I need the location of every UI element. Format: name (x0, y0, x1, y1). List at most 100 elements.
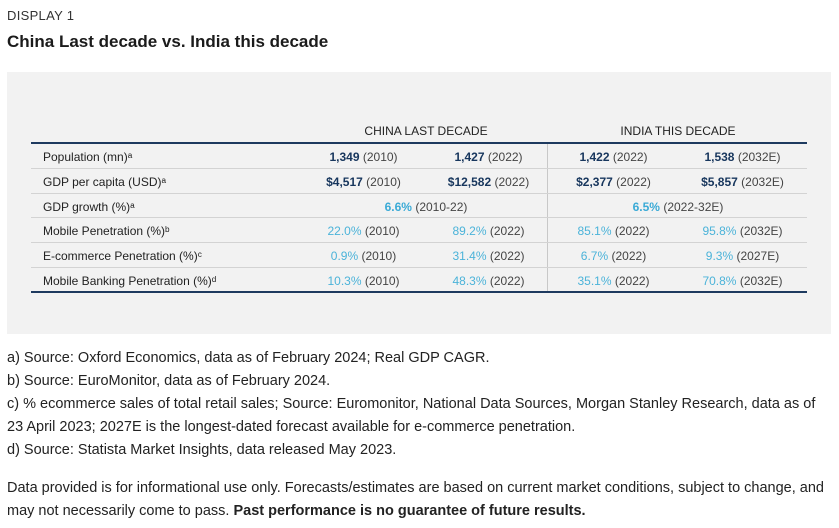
cell-value: $12,582 (447, 174, 492, 189)
cell-value: 35.1% (577, 273, 612, 288)
table-cell: 1,422 (2022) (549, 150, 678, 164)
cell-value: 1,427 (454, 150, 485, 164)
cell-year: (2032E) (741, 174, 784, 189)
table-cell: 1,427 (2022) (426, 150, 551, 164)
table-header: CHINA LAST DECADE INDIA THIS DECADE (31, 116, 807, 144)
column-divider (547, 267, 548, 291)
cell-year: (2010) (364, 224, 400, 239)
disclaimer-bold: Past performance is no guarantee of futu… (233, 503, 586, 519)
cell-year: (2022) (494, 174, 530, 189)
cell-value: $4,517 (326, 174, 363, 189)
column-divider (547, 144, 548, 168)
cell-value: 9.3% (705, 249, 734, 264)
column-divider (547, 218, 548, 243)
cell-year: (2022-32E) (663, 199, 724, 214)
header-china: CHINA LAST DECADE (364, 124, 488, 138)
table-cell: 95.8% (2032E) (678, 224, 807, 238)
cell-year: (2010) (364, 273, 400, 288)
cell-value: $2,377 (576, 174, 613, 189)
comparison-table: CHINA LAST DECADE INDIA THIS DECADE Popu… (31, 116, 807, 293)
table-row: Population (mn)ᵃ 1,349 (2010) 1,427 (2022)… (31, 144, 807, 169)
cell-value: 1,422 (579, 150, 610, 164)
table-cell: 48.3% (2022) (426, 274, 551, 288)
table-cell: $5,857 (2032E) (678, 175, 807, 189)
disclaimer-text: Data provided is for informational use o… (7, 480, 824, 519)
cell-year: (2022) (612, 150, 648, 164)
cell-value: $5,857 (701, 174, 738, 189)
cell-year: (2022) (489, 224, 525, 239)
cell-value: 0.9% (330, 249, 359, 264)
table-cell: 22.0% (2010) (301, 224, 426, 238)
table-cell: 6.7% (2022) (549, 249, 678, 263)
column-divider (547, 243, 548, 267)
column-divider (547, 193, 548, 218)
row-label: E-commerce Penetration (%)ᶜ (43, 249, 202, 264)
cell-value: 95.8% (702, 224, 737, 239)
cell-year: (2032E) (739, 224, 783, 239)
cell-year: (2022) (489, 273, 525, 288)
cell-value: 1,538 (704, 150, 735, 164)
cell-year: (2022) (614, 224, 650, 239)
cell-year: (2022) (611, 249, 647, 264)
column-divider (547, 168, 548, 193)
cell-year: (2010) (362, 150, 398, 164)
row-label: GDP growth (%)ᵃ (43, 199, 135, 214)
footnote-c: c) % ecommerce sales of total retail sal… (7, 396, 816, 435)
cell-value: 48.3% (452, 273, 487, 288)
cell-value: 22.0% (327, 224, 362, 239)
table-cell: $12,582 (2022) (426, 175, 551, 189)
table-row: GDP per capita (USD)ᵃ $4,517 (2010) $12,58… (31, 168, 807, 194)
cell-value: 70.8% (702, 273, 737, 288)
cell-value: 6.5% (632, 199, 660, 214)
table-cell: 70.8% (2032E) (678, 274, 807, 288)
disclaimer: Data provided is for informational use o… (7, 477, 835, 523)
cell-year: (2022) (489, 249, 525, 264)
table-row: Mobile Banking Penetration (%)ᵈ 10.3% (20… (31, 267, 807, 293)
footnote-a: a) Source: Oxford Economics, data as of … (7, 350, 490, 366)
display-label: DISPLAY 1 (7, 8, 75, 23)
page-title: China Last decade vs. India this decade (7, 32, 329, 51)
footnote-b: b) Source: EuroMonitor, data as of Febru… (7, 373, 331, 389)
cell-year: (2010-22) (415, 199, 468, 214)
cell-year: (2010) (361, 249, 397, 264)
cell-value: 85.1% (577, 224, 612, 239)
table-body: Population (mn)ᵃ 1,349 (2010) 1,427 (2022)… (31, 144, 807, 293)
cell-year: (2032E) (737, 150, 781, 164)
table-cell-wide: 6.6% (2010-22) (301, 200, 551, 214)
row-label: Population (mn)ᵃ (43, 150, 133, 164)
table-panel: CHINA LAST DECADE INDIA THIS DECADE Popu… (7, 72, 831, 334)
table-cell: 1,538 (2032E) (678, 150, 807, 164)
table-cell: 35.1% (2022) (549, 274, 678, 288)
cell-value: 6.7% (580, 249, 609, 264)
table-cell: $2,377 (2022) (549, 175, 678, 189)
footnotes: a) Source: Oxford Economics, data as of … (7, 347, 835, 462)
cell-year: (2022) (487, 150, 523, 164)
footnote-d: d) Source: Statista Market Insights, dat… (7, 442, 397, 458)
cell-year: (2027E) (736, 249, 780, 264)
header-india: INDIA THIS DECADE (620, 124, 736, 138)
table-cell: 10.3% (2010) (301, 274, 426, 288)
table-cell: 1,349 (2010) (301, 150, 426, 164)
cell-value: 89.2% (452, 224, 487, 239)
row-label: Mobile Penetration (%)ᵇ (43, 224, 170, 239)
table-cell: 89.2% (2022) (426, 224, 551, 238)
cell-year: (2010) (366, 174, 401, 189)
cell-value: 1,349 (329, 150, 360, 164)
row-label: GDP per capita (USD)ᵃ (43, 174, 166, 189)
cell-value: 10.3% (327, 273, 362, 288)
row-label: Mobile Banking Penetration (%)ᵈ (43, 273, 217, 288)
cell-year: (2032E) (739, 273, 783, 288)
table-cell: 0.9% (2010) (301, 249, 426, 263)
cell-value: 6.6% (384, 199, 412, 214)
table-cell: 9.3% (2027E) (678, 249, 807, 263)
cell-year: (2022) (616, 174, 651, 189)
table-cell: 31.4% (2022) (426, 249, 551, 263)
table-cell: $4,517 (2010) (301, 175, 426, 189)
table-cell: 85.1% (2022) (549, 224, 678, 238)
table-row: E-commerce Penetration (%)ᶜ 0.9% (2010) 31… (31, 243, 807, 268)
cell-year: (2022) (614, 273, 650, 288)
cell-value: 31.4% (452, 249, 487, 264)
table-cell-wide: 6.5% (2022-32E) (549, 200, 807, 214)
table-row: GDP growth (%)ᵃ 6.6% (2010-22) 6.5% (2022-… (31, 193, 807, 219)
table-row: Mobile Penetration (%)ᵇ 22.0% (2010) 89.2%… (31, 218, 807, 244)
